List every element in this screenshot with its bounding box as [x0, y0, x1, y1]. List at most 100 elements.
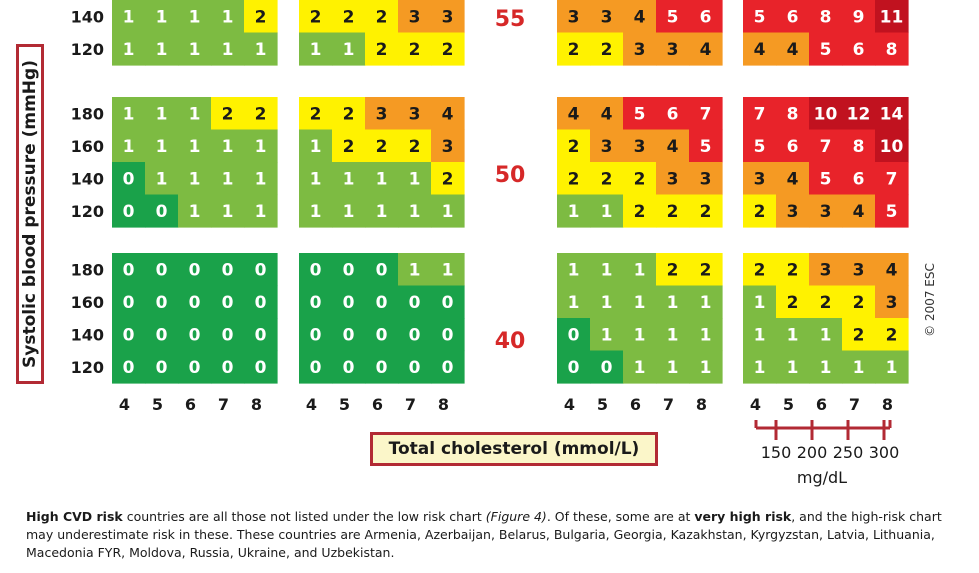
risk-cell [145, 32, 179, 66]
risk-cell [689, 129, 723, 163]
risk-value: 1 [310, 169, 322, 189]
risk-cell [590, 162, 624, 196]
risk-value: 2 [601, 40, 613, 60]
risk-value: 1 [787, 325, 799, 345]
risk-value: 1 [310, 40, 322, 60]
risk-cell [842, 253, 876, 287]
risk-value: 0 [442, 358, 454, 378]
risk-value: 0 [189, 358, 201, 378]
risk-cell [112, 318, 146, 352]
risk-value: 2 [409, 137, 421, 157]
risk-cell [557, 318, 591, 352]
risk-cell [244, 162, 278, 196]
sbp-tick-label: 160 [71, 293, 104, 312]
risk-value: 3 [409, 7, 421, 27]
risk-value: 0 [343, 260, 355, 280]
risk-value: 1 [123, 104, 135, 124]
risk-cell [398, 318, 432, 352]
risk-cell [743, 0, 777, 34]
risk-value: 3 [886, 293, 898, 313]
risk-value: 1 [255, 40, 267, 60]
risk-value: 3 [568, 7, 580, 27]
risk-cell [431, 129, 465, 163]
risk-value: 0 [343, 358, 355, 378]
risk-cell [244, 129, 278, 163]
risk-cell [656, 194, 690, 228]
risk-cell [842, 32, 876, 66]
risk-cell [332, 97, 366, 131]
risk-cell [431, 0, 465, 34]
risk-cell [875, 32, 909, 66]
risk-cell [431, 32, 465, 66]
risk-value: 6 [853, 40, 865, 60]
risk-value: 1 [568, 260, 580, 280]
risk-value: 0 [409, 358, 421, 378]
risk-cell [178, 253, 212, 287]
risk-value: 0 [343, 293, 355, 313]
risk-cell [557, 97, 591, 131]
risk-value: 0 [156, 358, 168, 378]
risk-cell [211, 32, 245, 66]
risk-value: 1 [189, 104, 201, 124]
risk-value: 4 [442, 104, 454, 124]
risk-cell [365, 350, 399, 384]
risk-cell [211, 162, 245, 196]
risk-cell [743, 129, 777, 163]
risk-value: 2 [442, 169, 454, 189]
risk-cell [112, 253, 146, 287]
risk-value: 0 [568, 325, 580, 345]
risk-cell [809, 32, 843, 66]
risk-cell [689, 194, 723, 228]
risk-value: 3 [667, 169, 679, 189]
risk-value: 3 [601, 7, 613, 27]
risk-value: 2 [634, 169, 646, 189]
risk-value: 14 [880, 104, 904, 124]
risk-value: 2 [787, 293, 799, 313]
risk-value: 1 [189, 7, 201, 27]
risk-cell [557, 162, 591, 196]
risk-value: 2 [820, 293, 832, 313]
risk-cell [112, 97, 146, 131]
risk-cell [743, 162, 777, 196]
risk-cell [875, 253, 909, 287]
risk-cell [776, 350, 810, 384]
risk-cell [299, 350, 333, 384]
risk-cell [365, 285, 399, 319]
risk-cell [299, 97, 333, 131]
risk-value: 1 [754, 358, 766, 378]
risk-value: 0 [442, 293, 454, 313]
risk-value: 5 [754, 137, 766, 157]
risk-value: 0 [310, 293, 322, 313]
risk-cell [398, 194, 432, 228]
sbp-tick-label: 140 [71, 7, 104, 26]
risk-cell [244, 285, 278, 319]
risk-value: 1 [409, 202, 421, 222]
risk-value: 1 [787, 358, 799, 378]
risk-value: 1 [189, 202, 201, 222]
risk-cell [776, 32, 810, 66]
risk-cell [332, 253, 366, 287]
risk-cell [557, 253, 591, 287]
risk-value: 4 [568, 104, 580, 124]
risk-value: 1 [222, 169, 234, 189]
risk-value: 2 [568, 137, 580, 157]
risk-cell [112, 0, 146, 34]
risk-cell [875, 285, 909, 319]
risk-cell [842, 0, 876, 34]
risk-cell [178, 285, 212, 319]
risk-value: 8 [853, 137, 865, 157]
cholesterol-tick-label: 4 [306, 395, 317, 414]
cholesterol-tick-label: 5 [339, 395, 350, 414]
risk-value: 1 [568, 202, 580, 222]
risk-value: 5 [700, 137, 712, 157]
risk-cell [590, 194, 624, 228]
risk-value: 2 [886, 325, 898, 345]
risk-value: 1 [123, 40, 135, 60]
risk-value: 0 [123, 260, 135, 280]
risk-cell [842, 97, 876, 131]
risk-value: 1 [820, 358, 832, 378]
risk-value: 2 [754, 260, 766, 280]
risk-cell [809, 285, 843, 319]
risk-cell [623, 194, 657, 228]
cholesterol-tick-label: 4 [750, 395, 761, 414]
